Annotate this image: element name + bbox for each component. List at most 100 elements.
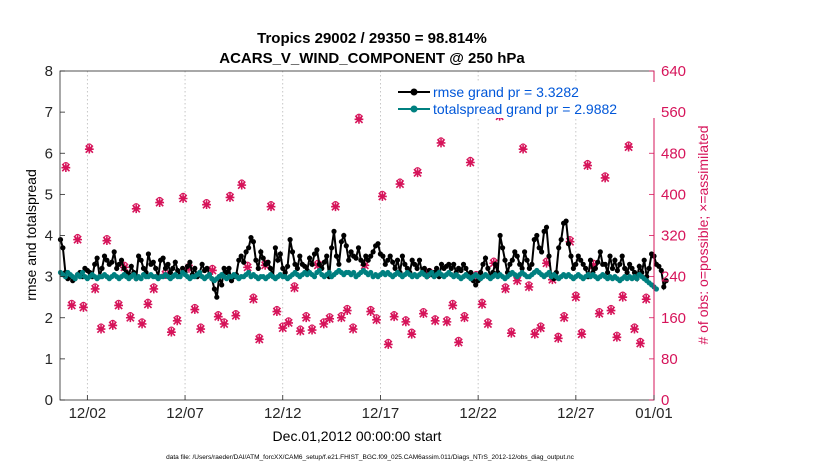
obs-assimilated-marker [635,339,645,348]
series-rmse-point [519,265,525,271]
obs-count-point [342,304,352,315]
obs-count-point [594,307,604,319]
x-tick-label: 12/07 [166,405,204,422]
series-rmse-point [563,218,569,224]
obs-count-point [208,264,217,275]
series-rmse-point [211,286,217,292]
obs-assimilated-marker [125,313,135,323]
obs-count-point [383,338,393,349]
series-rmse-point [524,257,530,263]
obs-assimilated-marker [202,200,211,210]
obs-assimilated-marker [213,312,223,322]
obs-assimilated-marker [372,315,381,325]
obs-count-point [407,328,417,339]
obs-count-point [178,192,188,203]
series-rmse-point [534,232,540,239]
series-rmse-point [365,257,371,263]
obs-count-point [190,303,200,314]
obs-assimilated-marker [419,309,428,319]
obs-assimilated-marker [243,262,252,272]
series-rmse-point [331,228,337,234]
obs-assimilated-marker [600,173,610,183]
series-rmse-point [460,261,467,267]
obs-count-point [114,299,124,310]
obs-assimilated-marker [536,323,546,333]
series-rmse-point [641,257,647,263]
series-rmse-point [333,253,340,259]
series-rmse-point [485,265,491,271]
series-rmse-point [609,265,616,271]
obs-count-point [430,315,440,326]
obs-count-point [219,318,229,329]
obs-assimilated-marker [102,236,112,246]
obs-count-point [524,281,534,292]
series-rmse-point [368,253,374,259]
series-totalspread-point [131,272,137,278]
series-totalspread-point [177,274,183,280]
series-rmse-point [246,245,252,251]
obs-assimilated-marker [237,180,247,190]
legend-background [393,82,657,118]
series-rmse-point [243,249,249,255]
y2-tick-label: 240 [661,269,686,286]
obs-assimilated-marker [354,114,364,124]
series-rmse-point [170,265,176,271]
obs-assimilated-marker [501,284,510,294]
series-rmse-point [175,267,181,274]
y2-tick-label: 0 [661,392,669,409]
series-rmse-point [172,259,178,265]
series-totalspread-point [206,272,213,278]
series-rmse-point [265,259,271,265]
legend: rmse grand pr = 3.3282 totalspread grand… [393,82,657,118]
obs-assimilated-marker [430,316,440,326]
series-rmse-point [60,245,66,251]
obs-assimilated-marker [506,328,516,338]
series-rmse-point [558,237,564,243]
series-rmse-point [612,257,618,263]
series-rmse-point [165,261,171,267]
series-rmse-point [556,245,562,251]
obs-assimilated-marker [254,334,264,344]
obs-count-point [67,299,77,310]
series-rmse-point [99,265,105,271]
obs-count-point [102,234,112,246]
obs-assimilated-marker [465,158,475,167]
series-rmse-point [529,261,535,267]
y-tick-label: 6 [45,145,53,162]
series-rmse-point [114,265,120,271]
series-rmse-point [258,249,264,255]
obs-count-point [319,318,329,329]
legend-spread-marker [410,105,418,113]
obs-assimilated-marker [454,338,464,347]
series-rmse-point [578,257,584,263]
series-rmse-point [253,257,259,263]
series-rmse-point [595,259,601,265]
obs-count-point [172,315,182,326]
series-totalspread-point [429,269,435,276]
obs-count-point [196,323,206,334]
obs-count-point [577,328,587,339]
series-rmse-point [385,257,391,263]
series-rmse-point [448,265,454,271]
obs-assimilated-marker [131,204,141,214]
obs-count-point [249,293,258,304]
series-rmse-point [402,261,408,267]
series-rmse-point [145,251,151,257]
obs-assimilated-marker [366,307,376,316]
series-totalspread-point [634,276,640,282]
obs-assimilated-marker [284,318,294,328]
series-rmse-point [289,249,296,255]
series-rmse-point [341,232,347,239]
series-rmse-point [526,265,533,271]
series-rmse-point [316,261,322,267]
obs-assimilated-marker [477,299,487,309]
series-totalspread-point [62,274,68,280]
series-rmse-point [307,255,313,261]
obs-count-point [155,196,165,207]
obs-count-point [448,299,458,310]
series-rmse-point [502,257,508,263]
series-rmse-point [583,265,589,271]
series-rmse-point [228,278,235,284]
obs-assimilated-marker [266,202,276,212]
